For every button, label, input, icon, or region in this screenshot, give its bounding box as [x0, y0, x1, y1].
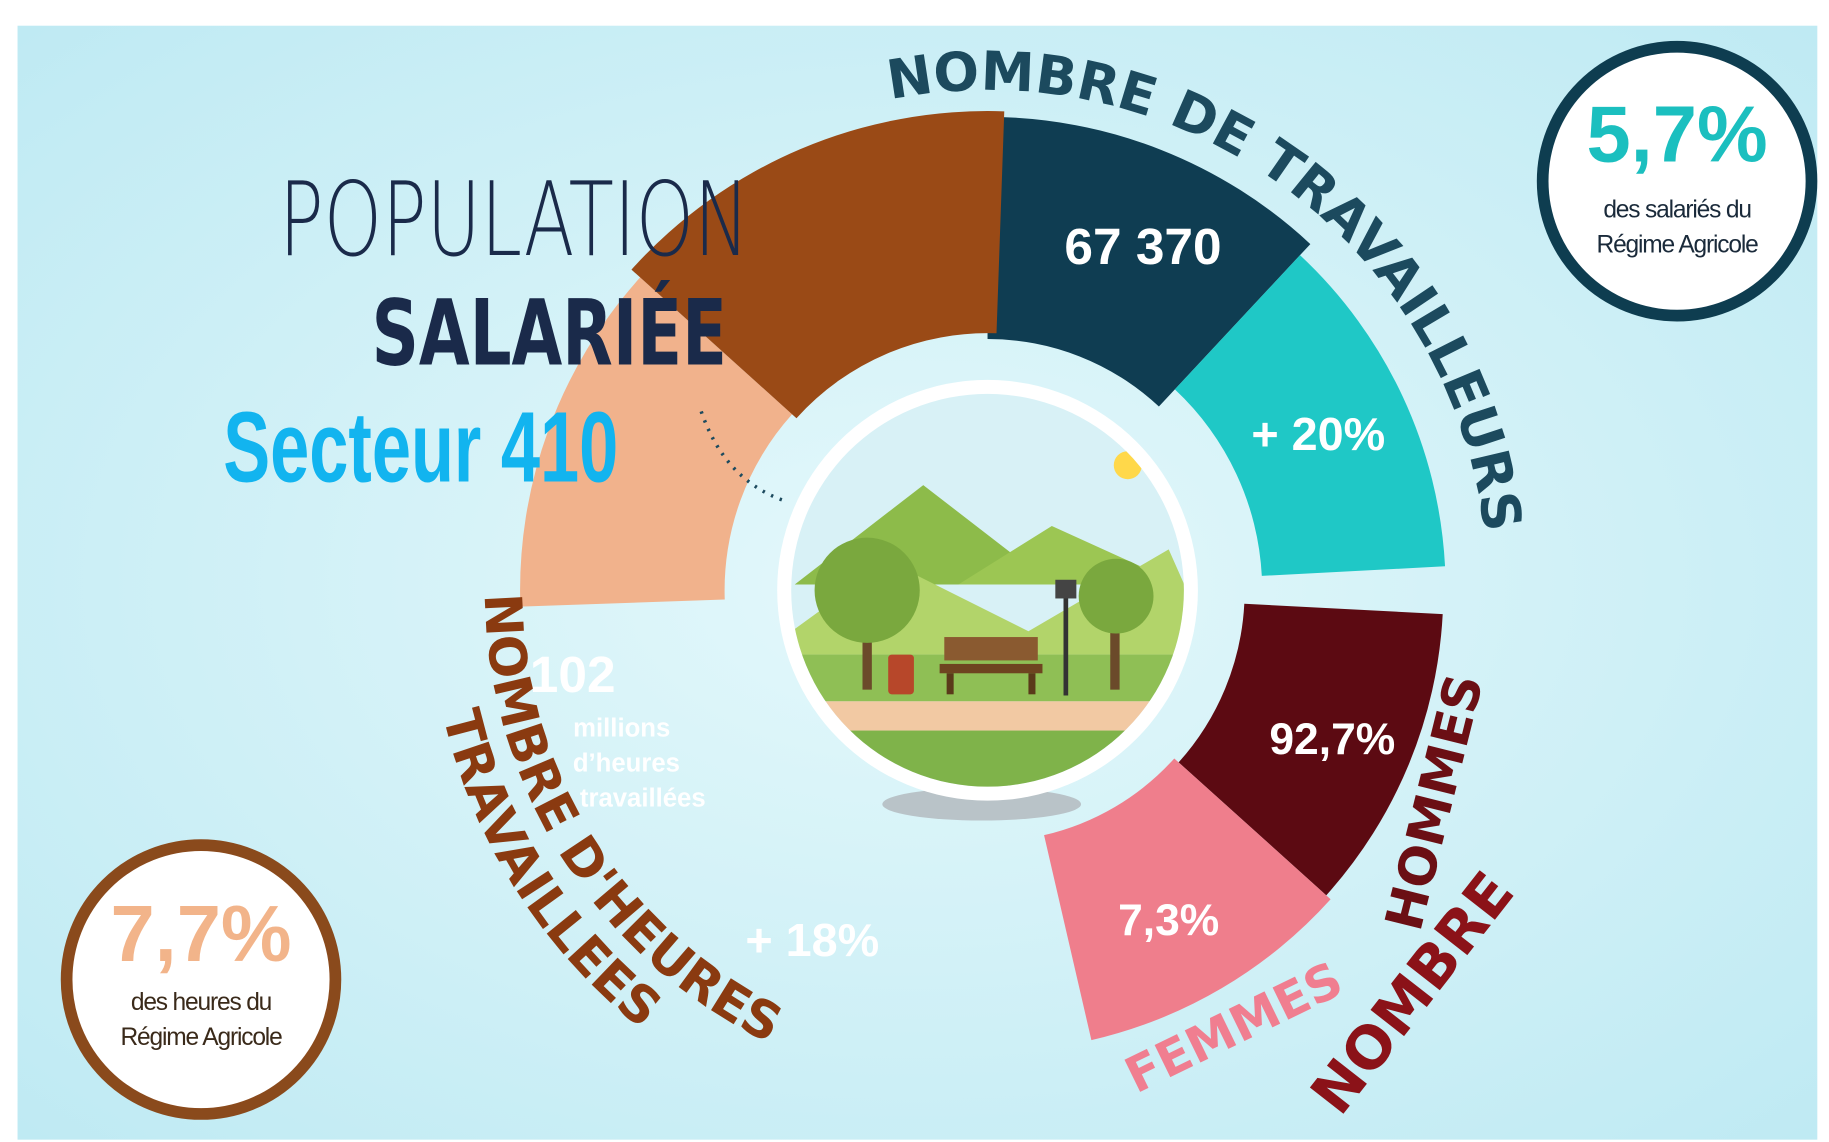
women-share: 7,3%	[1118, 896, 1219, 945]
title: POPULATION	[279, 161, 749, 280]
badge	[1536, 40, 1818, 322]
ring-segment	[520, 277, 793, 607]
hours-unit: d’heures	[573, 749, 680, 777]
title: SALARIÉE	[372, 279, 727, 387]
hours-unit: millions	[573, 714, 670, 742]
hours-count: 102	[530, 645, 616, 703]
badge-value: 5,7%	[1587, 89, 1768, 178]
badge-text: Régime Agricole	[1597, 231, 1759, 258]
badge-text: Régime Agricole	[120, 1024, 282, 1051]
ring-segment	[987, 116, 1311, 407]
hours-change: + 18%	[745, 914, 879, 966]
badge-text: des salariés du	[1603, 196, 1751, 223]
workers-change: + 20%	[1251, 408, 1385, 460]
ring-segment	[1178, 603, 1443, 896]
ring-segment	[1174, 255, 1446, 576]
badge	[60, 839, 342, 1120]
rings	[520, 111, 1446, 1041]
workers-count: 67 370	[1064, 217, 1221, 275]
badge-value: 7,7%	[110, 889, 291, 978]
hours-unit: travaillées	[580, 785, 706, 813]
ring-segment	[1044, 758, 1331, 1041]
badge-text: des heures du	[131, 989, 272, 1016]
subtitle: Secteur 410	[223, 391, 618, 503]
ring-segment	[631, 111, 1005, 419]
men-share: 92,7%	[1269, 715, 1395, 764]
